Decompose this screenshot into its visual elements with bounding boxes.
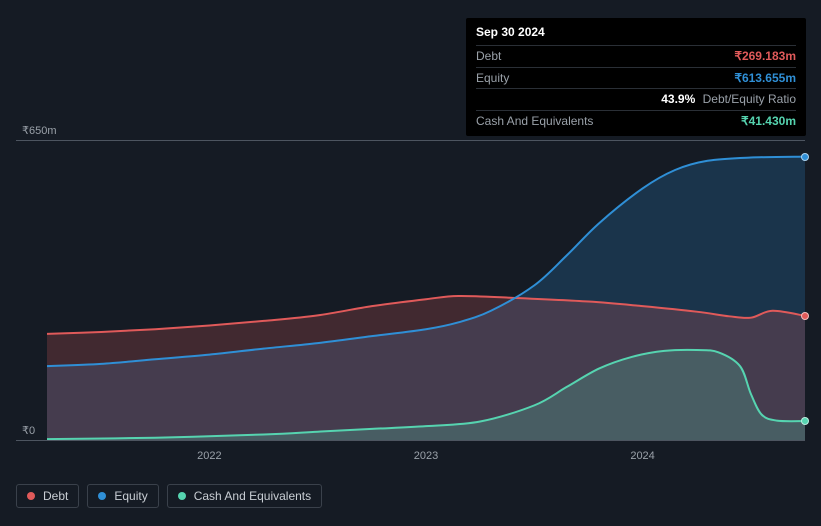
legend-label: Debt [43, 489, 68, 503]
tooltip-row-label: Equity [476, 70, 509, 87]
legend-item-equity[interactable]: Equity [87, 484, 158, 508]
tooltip-row: 43.9% Debt/Equity Ratio [476, 88, 796, 110]
tooltip-row-value: ₹269.183m [734, 48, 796, 65]
legend-label: Equity [114, 489, 147, 503]
tooltip-date: Sep 30 2024 [476, 24, 796, 45]
legend-dot-icon [178, 492, 186, 500]
tooltip-row-value: ₹41.430m [741, 113, 796, 130]
chart-tooltip: Sep 30 2024 Debt ₹269.183m Equity ₹613.655m… [466, 18, 806, 136]
x-axis-tick: 2024 [630, 450, 654, 462]
tooltip-row-value: 43.9% Debt/Equity Ratio [661, 91, 796, 108]
tooltip-row: Debt ₹269.183m [476, 45, 796, 67]
series-end-marker [801, 312, 809, 320]
tooltip-row-label: Debt [476, 48, 501, 65]
tooltip-row: Equity ₹613.655m [476, 67, 796, 89]
series-end-marker [801, 417, 809, 425]
legend-label: Cash And Equivalents [194, 489, 311, 503]
tooltip-row-value: ₹613.655m [734, 70, 796, 87]
y-axis-min-label: ₹0 [22, 424, 35, 437]
tooltip-row-label: Cash And Equivalents [476, 113, 593, 130]
legend-item-cash[interactable]: Cash And Equivalents [167, 484, 322, 508]
legend-dot-icon [27, 492, 35, 500]
x-axis-tick: 2023 [414, 450, 438, 462]
y-axis-max-label: ₹650m [22, 124, 57, 137]
chart-legend: Debt Equity Cash And Equivalents [16, 484, 322, 508]
chart-plot-area [47, 140, 805, 440]
series-end-marker [801, 153, 809, 161]
x-axis-tick: 2022 [197, 450, 221, 462]
legend-dot-icon [98, 492, 106, 500]
tooltip-row: Cash And Equivalents ₹41.430m [476, 110, 796, 132]
legend-item-debt[interactable]: Debt [16, 484, 79, 508]
gridline-bottom [16, 440, 805, 441]
